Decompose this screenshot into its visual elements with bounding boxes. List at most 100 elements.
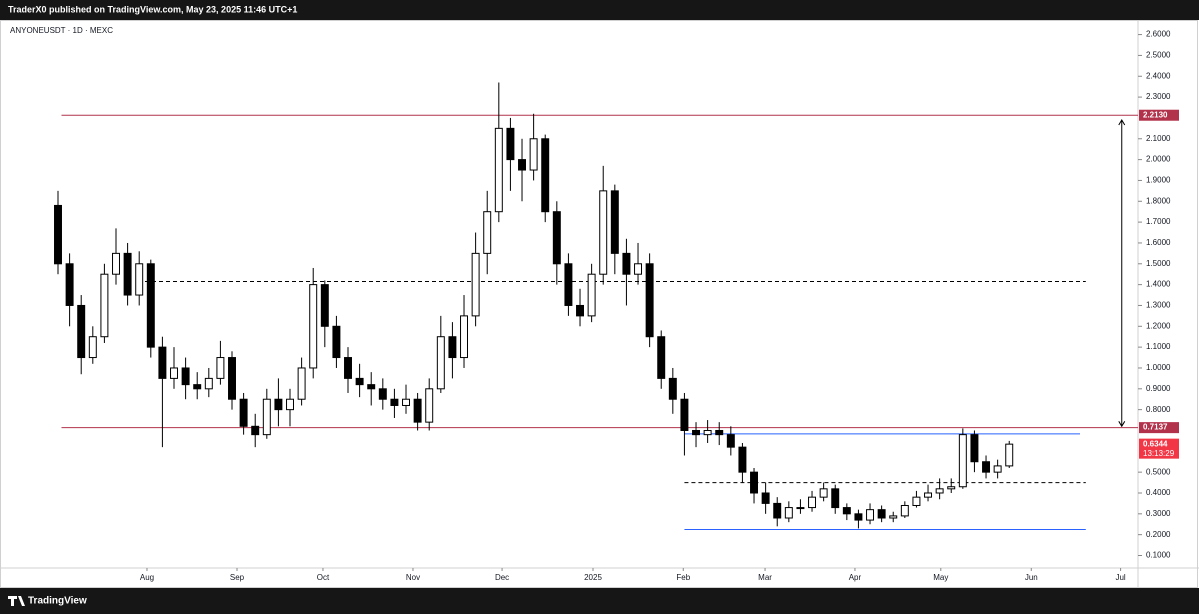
symbol-title: ANYONEUSDT · 1D · MEXC (10, 26, 113, 35)
candle-body (216, 357, 225, 379)
candle-body (425, 388, 434, 423)
y-tick-label: 1.3000 (1146, 301, 1171, 310)
candle-body (726, 434, 735, 448)
x-tick-label: Apr (849, 573, 862, 582)
header-text: TraderX0 published on TradingView.com, M… (8, 4, 297, 14)
x-tick-label: Feb (676, 573, 690, 582)
candle-body (494, 127, 503, 213)
y-tick-label: 1.5000 (1146, 259, 1171, 268)
candle-body (877, 509, 886, 519)
y-tick-label: 0.3000 (1146, 509, 1171, 518)
candle-body (831, 488, 840, 509)
price-label: 0.7137 (1143, 423, 1168, 432)
candle-body (587, 273, 596, 317)
candle-body (808, 496, 817, 509)
y-tick-label: 1.0000 (1146, 363, 1171, 372)
candle-body (634, 263, 643, 275)
y-tick-label: 1.6000 (1146, 238, 1171, 247)
x-tick-label: 2025 (584, 573, 602, 582)
candle-body (344, 357, 352, 379)
candle-body (889, 515, 898, 519)
candle-body (715, 429, 724, 436)
x-tick-label: Oct (317, 573, 330, 582)
candle-body (228, 357, 236, 400)
candle-body (112, 252, 120, 275)
candle-body (622, 252, 631, 275)
candle-body (506, 127, 515, 161)
candle-body (866, 509, 875, 521)
y-tick-label: 1.4000 (1146, 280, 1171, 289)
y-tick-label: 0.1000 (1146, 551, 1171, 560)
y-tick-label: 0.4000 (1146, 488, 1171, 497)
y-tick-label: 2.1000 (1146, 134, 1171, 143)
candle-body (193, 384, 202, 390)
x-tick-label: Sep (230, 573, 245, 582)
candle-body (750, 471, 759, 494)
y-tick-label: 2.4000 (1146, 71, 1171, 80)
candle-body (529, 138, 538, 171)
top-bar (0, 0, 1199, 20)
candle-body (309, 284, 318, 369)
candle-body (935, 488, 944, 494)
candle-body (599, 190, 608, 275)
candle-body (738, 446, 747, 473)
candle-body (471, 252, 480, 317)
range-arrow (1118, 119, 1126, 428)
candle-body (610, 190, 619, 254)
candle-body (135, 263, 144, 296)
candle-body (854, 513, 863, 521)
candle-body (692, 429, 701, 436)
candle-body (402, 398, 410, 406)
x-tick-label: Mar (758, 573, 772, 582)
y-tick-label: 1.9000 (1146, 176, 1171, 185)
candle-body (100, 273, 109, 338)
candle-body (773, 502, 782, 519)
bottom-bar (0, 588, 1199, 614)
candle-body (204, 377, 213, 390)
candle-body (413, 398, 422, 423)
candle-body (819, 488, 828, 498)
price-label-box (1139, 422, 1179, 434)
y-tick-label: 0.8000 (1146, 405, 1171, 414)
candle-body (390, 398, 399, 406)
candle-body (77, 304, 86, 359)
x-tick-label: Jun (1025, 573, 1038, 582)
x-tick-label: May (933, 573, 948, 582)
candle-body (378, 388, 387, 400)
candle-body (251, 425, 260, 436)
y-tick-label: 2.3000 (1146, 92, 1171, 101)
candle-body (320, 284, 329, 327)
candle-body (367, 384, 376, 390)
candle-body (993, 465, 1002, 473)
y-tick-label: 2.6000 (1146, 30, 1171, 39)
candle-body (900, 504, 909, 517)
candle-body (703, 429, 712, 436)
candle-body (332, 325, 341, 359)
candle-body (564, 263, 573, 306)
price-label: 2.2130 (1143, 110, 1168, 119)
y-tick-label: 2.0000 (1146, 155, 1171, 164)
candle-body (552, 211, 561, 265)
y-tick-label: 0.2000 (1146, 530, 1171, 539)
candle-body (842, 507, 851, 515)
candle-body (88, 336, 97, 359)
candle-body (448, 336, 457, 359)
candle-body (239, 398, 248, 427)
candle-body (1005, 443, 1014, 467)
candle-body (181, 367, 190, 386)
candle-body (262, 398, 271, 436)
x-tick-label: Dec (495, 573, 509, 582)
candle-body (970, 434, 979, 463)
candle-body (158, 346, 167, 379)
price-label-box (1139, 109, 1179, 121)
y-tick-label: 1.8000 (1146, 196, 1171, 205)
logo (8, 596, 25, 606)
candle-body (518, 159, 526, 171)
candle-body (576, 304, 585, 317)
candle-body (796, 507, 805, 510)
candle-body (912, 496, 921, 506)
x-tick-label: Aug (140, 573, 154, 582)
candle-body (460, 315, 468, 359)
candle-body (761, 492, 770, 504)
